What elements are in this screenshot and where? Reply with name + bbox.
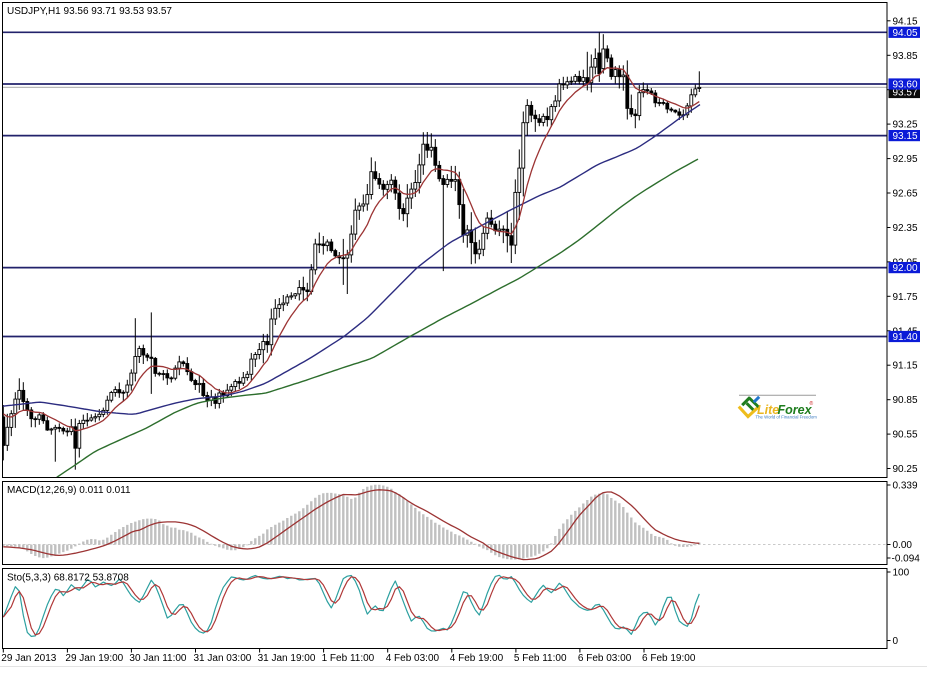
svg-text:6 Feb 03:00: 6 Feb 03:00 — [578, 653, 632, 664]
svg-text:93.25: 93.25 — [893, 120, 918, 131]
svg-text:29 Jan 19:00: 29 Jan 19:00 — [65, 653, 123, 664]
svg-text:31 Jan 03:00: 31 Jan 03:00 — [194, 653, 252, 664]
svg-text:0.00: 0.00 — [893, 540, 913, 551]
svg-text:94.15: 94.15 — [893, 16, 918, 27]
svg-text:USDJPY,H1 93.56 93.71 93.53 9: USDJPY,H1 93.56 93.71 93.53 93.57 — [7, 6, 172, 17]
svg-text:100: 100 — [893, 568, 910, 579]
svg-text:91.15: 91.15 — [893, 361, 918, 372]
svg-text:Lite: Lite — [757, 403, 779, 417]
svg-text:®: ® — [810, 400, 814, 407]
svg-text:1 Feb 11:00: 1 Feb 11:00 — [322, 653, 375, 664]
svg-text:92.35: 92.35 — [893, 223, 918, 234]
svg-text:-0.094: -0.094 — [892, 554, 921, 565]
svg-text:30 Jan 11:00: 30 Jan 11:00 — [129, 653, 187, 664]
svg-text:Sto(5,3,3) 68.8172 53.8708: Sto(5,3,3) 68.8172 53.8708 — [7, 572, 129, 583]
svg-text:0: 0 — [893, 636, 899, 647]
svg-text:94.05: 94.05 — [893, 28, 918, 39]
svg-text:The World of Financial Freedom: The World of Financial Freedom — [756, 415, 818, 420]
svg-text:92.00: 92.00 — [893, 263, 918, 274]
svg-text:90.55: 90.55 — [893, 430, 918, 441]
svg-text:93.15: 93.15 — [893, 131, 918, 142]
svg-text:90.85: 90.85 — [893, 395, 918, 406]
svg-text:4 Feb 19:00: 4 Feb 19:00 — [450, 653, 504, 664]
svg-text:0.339: 0.339 — [893, 481, 918, 492]
svg-text:Forex: Forex — [778, 403, 813, 417]
svg-text:93.57: 93.57 — [893, 88, 918, 99]
svg-text:90.25: 90.25 — [893, 464, 918, 475]
svg-text:91.75: 91.75 — [893, 292, 918, 303]
svg-text:91.40: 91.40 — [893, 332, 918, 343]
svg-text:93.60: 93.60 — [893, 80, 918, 91]
svg-text:MACD(12,26,9) 0.011 0.011: MACD(12,26,9) 0.011 0.011 — [7, 485, 131, 496]
svg-text:92.65: 92.65 — [893, 189, 918, 200]
svg-text:29 Jan 2013: 29 Jan 2013 — [1, 653, 56, 664]
svg-text:6 Feb 19:00: 6 Feb 19:00 — [642, 653, 696, 664]
svg-text:4 Feb 03:00: 4 Feb 03:00 — [386, 653, 440, 664]
svg-text:5 Feb 11:00: 5 Feb 11:00 — [514, 653, 567, 664]
svg-text:31 Jan 19:00: 31 Jan 19:00 — [258, 653, 316, 664]
svg-text:92.95: 92.95 — [893, 154, 918, 165]
svg-text:93.85: 93.85 — [893, 51, 918, 62]
